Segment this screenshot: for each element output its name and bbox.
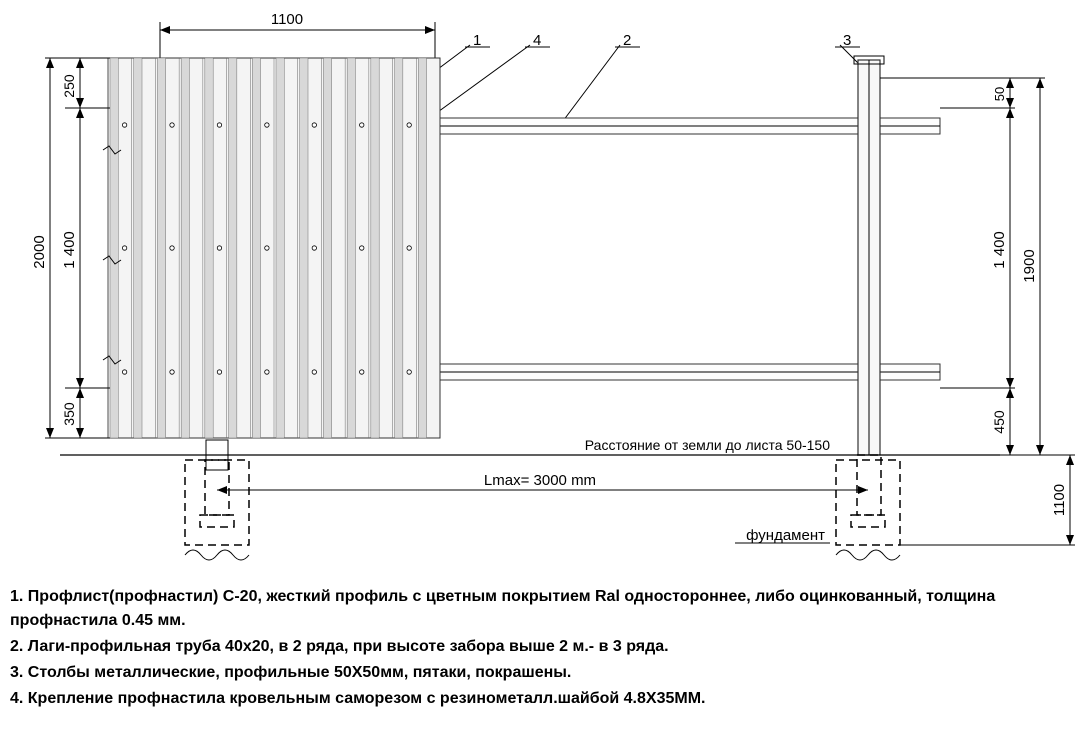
- svg-text:250: 250: [61, 74, 77, 98]
- callout-leaders: 1 4 2 3: [420, 32, 870, 125]
- svg-text:1100: 1100: [271, 11, 303, 28]
- legend-item-2: 2. Лаги-профильная труба 40х20, в 2 ряда…: [10, 635, 1074, 659]
- svg-text:2000: 2000: [31, 235, 48, 268]
- technical-drawing: 1100 1 4 2 3: [0, 0, 1084, 580]
- svg-text:2: 2: [623, 32, 631, 49]
- dim-span: Lmax= 3000 mm: [217, 472, 868, 494]
- svg-text:4: 4: [533, 32, 541, 49]
- legend-item-1: 1. Профлист(профнастил) С-20, жесткий пр…: [10, 585, 1074, 633]
- svg-text:Расстояние от земли до листа 5: Расстояние от земли до листа 50-150: [585, 437, 830, 453]
- corrugated-panel: [103, 58, 440, 438]
- dim-panel-width: 1100: [160, 11, 435, 58]
- svg-text:1900: 1900: [1021, 249, 1038, 282]
- dim-right-stack: 50 1 400 450 1900 1100: [880, 78, 1075, 545]
- svg-text:50: 50: [992, 87, 1007, 101]
- svg-text:1: 1: [473, 32, 481, 49]
- svg-text:1 400: 1 400: [61, 231, 78, 269]
- vertical-post: [854, 56, 884, 455]
- svg-text:1100: 1100: [1051, 484, 1068, 516]
- note-ground-clearance: Расстояние от земли до листа 50-150: [585, 437, 830, 453]
- legend-item-3: 3. Столбы металлические, профильные 50Х5…: [10, 661, 1074, 685]
- svg-text:фундамент: фундамент: [746, 527, 825, 544]
- svg-text:Lmax= 3000 mm: Lmax= 3000 mm: [484, 472, 596, 489]
- legend-item-4: 4. Крепление профнастила кровельным само…: [10, 687, 1074, 711]
- svg-text:3: 3: [843, 32, 851, 49]
- svg-text:1 400: 1 400: [991, 231, 1008, 269]
- svg-text:450: 450: [991, 410, 1007, 434]
- dim-left-stack: 2000 250 1 400 350: [31, 58, 110, 438]
- svg-text:350: 350: [61, 402, 77, 426]
- foundation-left: [185, 460, 249, 560]
- legend-block: 1. Профлист(профнастил) С-20, жесткий пр…: [10, 585, 1074, 713]
- foundation-right: фундамент: [735, 455, 900, 560]
